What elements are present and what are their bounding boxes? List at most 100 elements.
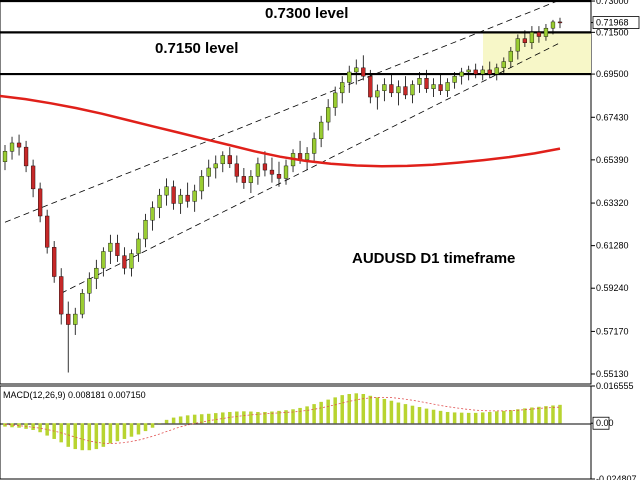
macd-bar <box>480 412 485 424</box>
candle <box>326 99 331 131</box>
candle-body <box>333 92 338 108</box>
price-tick-label: 0.55130 <box>596 369 629 379</box>
macd-bar <box>551 405 555 424</box>
candle-body <box>438 84 443 91</box>
macd-bar <box>284 410 288 424</box>
macd-bar <box>537 406 541 424</box>
macd-bar <box>466 412 471 424</box>
macd-bar <box>389 400 394 424</box>
macd-bar <box>3 423 7 427</box>
macd-bar <box>410 405 415 424</box>
macd-bar <box>523 408 527 424</box>
candle <box>255 157 261 185</box>
macd-bar <box>340 395 344 424</box>
macd-indicator-label: MACD(12,26,9) 0.008181 0.007150 <box>3 390 146 400</box>
macd-bar <box>38 423 42 433</box>
macd-bar <box>396 402 401 424</box>
macd-bar <box>73 423 78 450</box>
macd-bar <box>544 406 548 424</box>
macd-bar <box>17 423 21 428</box>
candle <box>192 184 197 212</box>
candle <box>9 136 15 160</box>
candle-body <box>23 146 29 167</box>
candle-body <box>16 142 22 148</box>
candle <box>536 26 542 43</box>
macd-bar <box>530 407 534 424</box>
candle <box>94 259 99 290</box>
candle-body <box>59 276 64 315</box>
candle-body <box>150 207 155 221</box>
candle-body <box>66 313 71 325</box>
macd-bar <box>143 423 148 432</box>
macd-bar <box>495 411 499 424</box>
candle-body <box>340 82 345 94</box>
candle-body <box>375 90 380 98</box>
price-tick-label: 0.71968 <box>596 18 629 28</box>
candle <box>59 268 64 325</box>
candle-body <box>241 176 246 183</box>
support-resistance-zone <box>483 32 591 75</box>
candle-body <box>515 38 520 52</box>
candle-body <box>276 174 282 179</box>
current-price-box <box>592 16 640 29</box>
candle <box>389 74 394 98</box>
macd-bar <box>347 393 351 424</box>
candle-body <box>319 121 324 139</box>
candle-body <box>94 267 99 279</box>
candle <box>115 234 120 262</box>
candle-body <box>473 69 478 75</box>
candle-body <box>157 194 162 208</box>
macd-bar <box>228 411 232 424</box>
candle-body <box>417 78 422 85</box>
candle-body <box>199 176 204 192</box>
candle <box>431 78 436 98</box>
candle <box>143 213 148 248</box>
candle-body <box>410 84 415 96</box>
candle <box>136 232 141 262</box>
candle-body <box>171 186 176 204</box>
timeframe-annotation: AUDUSD D1 timeframe <box>352 250 515 267</box>
candle-body <box>382 84 387 91</box>
candle <box>122 247 127 275</box>
candle <box>494 63 499 81</box>
candle-body <box>529 32 535 43</box>
candle-body <box>536 32 542 37</box>
macd-tick-label: 0.016555 <box>596 381 634 391</box>
macd-bar <box>312 404 316 424</box>
macd-bar <box>298 407 302 424</box>
candle-body <box>304 153 310 160</box>
candle-body <box>480 69 485 75</box>
level-label-0730: 0.7300 level <box>265 5 348 22</box>
candle-body <box>206 167 211 177</box>
candle <box>227 147 232 168</box>
macd-bar <box>136 423 141 435</box>
candle <box>234 155 239 183</box>
macd-bar <box>319 401 323 424</box>
candle <box>438 74 443 95</box>
candle <box>340 76 345 104</box>
candle-body <box>185 194 190 202</box>
candle <box>241 168 246 189</box>
price-tick-label: 0.65390 <box>596 155 629 165</box>
candle <box>375 84 380 110</box>
candle <box>543 24 549 41</box>
price-tick-label: 0.57170 <box>596 326 629 336</box>
candle <box>347 65 352 93</box>
price-tick-label: 0.63320 <box>596 198 629 208</box>
candle <box>424 69 429 93</box>
candle <box>178 188 183 214</box>
candle <box>37 182 43 223</box>
macd-bar <box>502 410 506 424</box>
candle-body <box>129 253 134 269</box>
candle <box>269 157 275 183</box>
macd-bar <box>178 416 183 424</box>
candle <box>557 17 563 29</box>
candle-body <box>452 75 457 83</box>
candle <box>304 147 310 171</box>
macd-bar <box>206 413 211 424</box>
price-tick-label: 0.61280 <box>596 241 629 251</box>
macd-bar <box>171 417 176 424</box>
channel-line-lower <box>61 42 561 294</box>
